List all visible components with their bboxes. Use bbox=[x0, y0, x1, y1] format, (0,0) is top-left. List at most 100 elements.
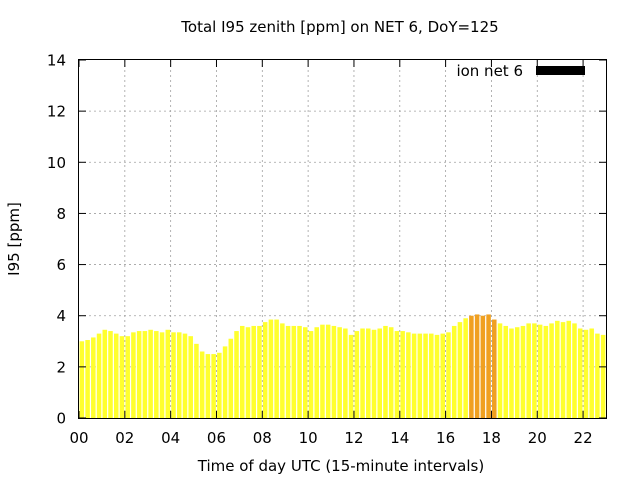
x-tick-label: 18 bbox=[482, 429, 501, 447]
bar bbox=[262, 322, 268, 418]
bar bbox=[268, 319, 274, 418]
bar bbox=[285, 325, 291, 418]
bar bbox=[297, 325, 302, 418]
bar bbox=[360, 328, 365, 418]
bar bbox=[251, 325, 256, 418]
y-tick-label: 6 bbox=[56, 256, 66, 274]
bar bbox=[85, 340, 90, 418]
bar bbox=[245, 327, 251, 418]
y-tick-labels: 0 2 4 6 8 10 12 14 bbox=[47, 52, 66, 428]
bar bbox=[474, 314, 480, 418]
bar bbox=[560, 322, 566, 418]
bar bbox=[429, 333, 434, 418]
bar bbox=[469, 315, 474, 418]
bar bbox=[406, 332, 411, 418]
x-tick-label: 12 bbox=[344, 429, 363, 447]
bar bbox=[451, 325, 457, 418]
bar bbox=[366, 328, 371, 418]
bar bbox=[182, 333, 188, 418]
bar bbox=[228, 338, 234, 418]
bar bbox=[377, 328, 382, 418]
bar bbox=[434, 334, 440, 418]
legend-swatch bbox=[536, 66, 585, 75]
bar bbox=[383, 325, 388, 418]
y-tick-label: 4 bbox=[56, 307, 66, 325]
bar bbox=[125, 336, 130, 418]
bar bbox=[119, 336, 125, 418]
bar bbox=[257, 325, 262, 418]
x-tick-label: 00 bbox=[69, 429, 88, 447]
x-tick-label: 04 bbox=[161, 429, 180, 447]
bar bbox=[446, 332, 451, 418]
bar bbox=[577, 328, 583, 418]
bar bbox=[199, 351, 205, 418]
bar bbox=[354, 331, 360, 418]
x-tick-labels: 00 02 04 06 08 10 12 14 16 18 20 22 bbox=[69, 429, 592, 447]
bar bbox=[543, 325, 549, 418]
bar bbox=[600, 334, 606, 418]
bar bbox=[400, 331, 405, 418]
y-axis-label: I95 [ppm] bbox=[5, 202, 23, 276]
bar bbox=[492, 319, 497, 418]
y-tick-label: 12 bbox=[47, 103, 66, 121]
bar bbox=[159, 332, 165, 418]
bar bbox=[188, 336, 193, 418]
x-tick-label: 02 bbox=[115, 429, 134, 447]
bar bbox=[440, 333, 446, 418]
bar bbox=[171, 332, 176, 418]
bar bbox=[583, 329, 589, 418]
bar bbox=[549, 323, 554, 418]
bar bbox=[325, 324, 331, 418]
bar bbox=[480, 315, 486, 418]
legend: ion net 6 bbox=[456, 62, 585, 80]
bar bbox=[417, 333, 423, 418]
bar bbox=[91, 337, 96, 418]
bar bbox=[497, 323, 503, 418]
bar bbox=[303, 327, 308, 418]
bar bbox=[280, 323, 285, 418]
bar bbox=[136, 331, 142, 418]
bar bbox=[371, 329, 377, 418]
bar bbox=[526, 323, 531, 418]
bar bbox=[108, 331, 113, 418]
bar bbox=[320, 324, 325, 418]
bar bbox=[595, 333, 600, 418]
bar bbox=[234, 331, 239, 418]
bar bbox=[205, 354, 211, 418]
bar bbox=[239, 325, 245, 418]
bar bbox=[154, 331, 159, 418]
bar bbox=[589, 328, 594, 418]
bar bbox=[274, 319, 279, 418]
bar bbox=[509, 328, 514, 418]
bar bbox=[463, 318, 468, 418]
bar bbox=[388, 327, 394, 418]
chart-title: Total I95 zenith [ppm] on NET 6, DoY=125 bbox=[180, 18, 498, 36]
y-tick-label: 8 bbox=[56, 205, 66, 223]
bar bbox=[348, 334, 354, 418]
bar bbox=[291, 325, 297, 418]
bar bbox=[514, 327, 520, 418]
bar bbox=[532, 323, 537, 418]
bar bbox=[217, 352, 222, 418]
bar bbox=[520, 325, 526, 418]
bar bbox=[222, 346, 228, 418]
bar bbox=[503, 325, 509, 418]
axis-ticks bbox=[78, 59, 606, 419]
plot-frame bbox=[78, 59, 607, 419]
bar bbox=[572, 323, 577, 418]
bar bbox=[113, 333, 119, 418]
bar bbox=[457, 322, 463, 418]
bar bbox=[308, 331, 314, 418]
x-tick-label: 22 bbox=[574, 429, 593, 447]
x-axis-label: Time of day UTC (15-minute intervals) bbox=[197, 457, 484, 475]
bar bbox=[337, 327, 342, 418]
bar bbox=[79, 341, 85, 418]
bar bbox=[555, 320, 560, 418]
bar bbox=[102, 329, 108, 418]
x-tick-label: 06 bbox=[207, 429, 226, 447]
x-tick-label: 08 bbox=[253, 429, 272, 447]
bar bbox=[537, 324, 543, 418]
bar bbox=[566, 320, 572, 418]
x-tick-label: 14 bbox=[390, 429, 409, 447]
